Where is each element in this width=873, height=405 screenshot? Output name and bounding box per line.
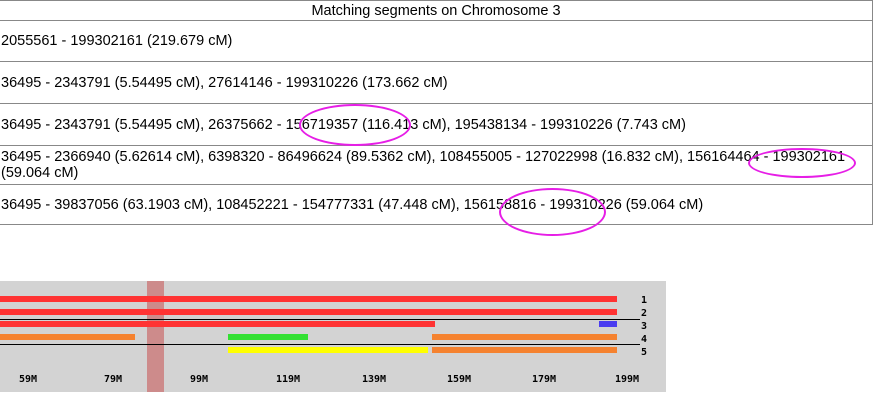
segment-track-2[interactable] (0, 309, 617, 315)
axis-tick-label: 99M (190, 374, 208, 385)
position-marker[interactable] (147, 281, 164, 392)
table-row: 36495 - 2343791 (5.54495 cM), 27614146 -… (0, 61, 873, 104)
segment-track-4[interactable] (228, 334, 308, 340)
segment-track-4[interactable] (432, 334, 617, 340)
chromosome-browser: 1 2 3 4 5 59M 79M 99M 119M 139M 159M 179… (0, 281, 666, 392)
segment-track-5[interactable] (228, 347, 428, 353)
table-row: 2055561 - 199302161 (219.679 cM) (0, 20, 873, 62)
segment-track-5[interactable] (432, 347, 617, 353)
segment-track-1[interactable] (0, 296, 617, 302)
axis-tick-label: 199M (615, 374, 639, 385)
axis-tick-label: 59M (19, 374, 37, 385)
table-row: 36495 - 39837056 (63.1903 cM), 108452221… (0, 184, 873, 225)
segment-track-3[interactable] (0, 321, 435, 327)
axis-tick-label: 79M (104, 374, 122, 385)
chromosome-browser-svg: 1 2 3 4 5 59M 79M 99M 119M 139M 159M 179… (0, 281, 647, 392)
axis-tick-label: 139M (362, 374, 386, 385)
track-number: 5 (641, 347, 647, 358)
segment-track-4[interactable] (0, 334, 135, 340)
table-row: 36495 - 2343791 (5.54495 cM), 26375662 -… (0, 103, 873, 146)
segment-track-3[interactable] (599, 321, 617, 327)
table-header: Matching segments on Chromosome 3 (0, 0, 873, 21)
track-number: 2 (641, 308, 647, 319)
segments-table: Matching segments on Chromosome 3 205556… (0, 0, 873, 225)
axis-tick-label: 119M (276, 374, 300, 385)
track-number: 4 (641, 334, 647, 345)
axis-tick-label: 179M (532, 374, 556, 385)
table-row: 36495 - 2366940 (5.62614 cM), 6398320 - … (0, 145, 873, 185)
axis-tick-label: 159M (447, 374, 471, 385)
track-number: 3 (641, 321, 647, 332)
track-number: 1 (641, 295, 647, 306)
